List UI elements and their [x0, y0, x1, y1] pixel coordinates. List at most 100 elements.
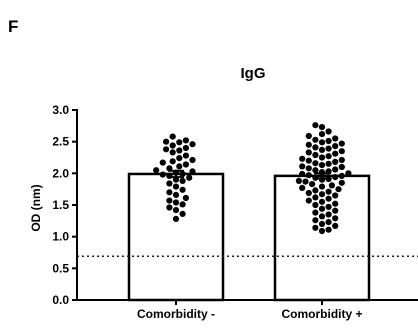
- chart-title: IgG: [241, 65, 266, 82]
- y-tick-label-4: 1.5: [52, 198, 69, 212]
- data-point-1-16: [186, 174, 193, 181]
- data-point-2-56: [318, 154, 326, 161]
- data-point-1-34: [182, 144, 189, 152]
- data-point-2-13: [318, 205, 326, 212]
- data-point-2-73: [318, 131, 326, 138]
- data-point-2-7: [312, 217, 319, 224]
- data-point-1-6: [172, 199, 180, 206]
- data-point-1-28: [189, 156, 196, 164]
- data-point-2-29: [328, 182, 335, 189]
- data-point-2-44: [312, 167, 319, 174]
- data-point-2-46: [305, 165, 312, 172]
- data-point-2-5: [318, 220, 326, 228]
- data-point-2-65: [332, 143, 339, 150]
- data-point-2-41: [345, 170, 352, 177]
- data-point-2-6: [325, 219, 332, 226]
- data-point-2-2: [325, 226, 332, 233]
- data-point-1-25: [182, 161, 189, 168]
- y-tick-label-3: 1.0: [52, 230, 69, 244]
- data-point-2-49: [318, 162, 326, 169]
- data-point-2-10: [325, 211, 332, 218]
- data-point-2-14: [325, 203, 332, 210]
- data-point-2-68: [318, 139, 326, 146]
- plot-area: 0.0 0.5 1.0 1.5 2.0 2.5 3.0 Comorbidity - Comorb…: [52, 103, 418, 321]
- data-point-1-24: [176, 163, 183, 170]
- data-point-1-15: [172, 176, 180, 183]
- data-point-1-21: [189, 168, 196, 175]
- data-point-1-2: [179, 210, 186, 217]
- data-point-2-54: [338, 156, 345, 164]
- data-point-2-71: [332, 135, 339, 142]
- data-point-2-52: [332, 158, 339, 165]
- x-tick-label-2: Comorbidity +: [281, 307, 362, 321]
- data-point-2-75: [318, 124, 326, 131]
- data-point-2-16: [332, 200, 339, 207]
- data-point-1-26: [159, 159, 166, 166]
- data-point-2-38: [338, 172, 345, 179]
- data-point-1-36: [189, 141, 196, 148]
- data-point-1-5: [179, 201, 186, 208]
- data-point-2-61: [338, 148, 345, 155]
- data-point-2-18: [305, 197, 312, 204]
- data-point-1-9: [172, 191, 180, 198]
- data-point-2-26: [335, 186, 342, 193]
- data-point-2-45: [332, 166, 339, 173]
- data-point-1-32: [176, 147, 183, 154]
- data-point-1-31: [169, 149, 176, 156]
- data-point-1-27: [169, 158, 176, 165]
- y-axis-label: OD (nm): [29, 184, 43, 231]
- x-tick-label-1: Comorbidity -: [137, 307, 215, 321]
- data-point-2-76: [312, 122, 319, 129]
- data-point-2-47: [338, 163, 345, 171]
- data-point-2-11: [312, 209, 319, 216]
- data-point-1-3: [172, 207, 180, 214]
- data-point-2-64: [312, 144, 319, 151]
- data-point-2-24: [325, 188, 332, 195]
- data-point-2-32: [302, 178, 309, 185]
- data-point-1-8: [182, 194, 189, 202]
- y-tick-label-6: 2.5: [52, 135, 69, 149]
- data-point-2-17: [318, 198, 326, 205]
- data-point-2-48: [299, 163, 306, 170]
- data-point-2-51: [312, 160, 319, 167]
- data-point-1-19: [179, 170, 186, 178]
- data-point-2-67: [338, 140, 345, 147]
- data-point-2-50: [325, 160, 332, 167]
- data-point-2-37: [332, 174, 339, 181]
- data-point-2-15: [312, 201, 319, 209]
- data-point-2-31: [338, 179, 345, 186]
- data-point-2-55: [299, 155, 306, 162]
- data-point-1-1: [172, 215, 180, 222]
- data-point-1-4: [166, 204, 173, 211]
- data-point-2-72: [305, 132, 312, 140]
- data-point-2-20: [312, 194, 319, 201]
- data-point-2-62: [318, 146, 326, 153]
- data-point-2-60: [305, 149, 312, 156]
- data-point-1-12: [172, 183, 180, 190]
- data-point-1-39: [182, 137, 189, 144]
- data-point-1-33: [163, 146, 170, 153]
- data-point-2-22: [318, 191, 326, 198]
- y-tick-label-5: 2.0: [52, 166, 69, 180]
- data-point-2-27: [299, 184, 306, 191]
- data-point-2-1: [318, 227, 326, 235]
- data-point-2-28: [318, 183, 326, 190]
- data-point-1-18: [159, 171, 166, 178]
- data-point-1-13: [166, 180, 173, 187]
- data-point-2-23: [305, 189, 312, 197]
- data-point-1-11: [179, 186, 186, 193]
- y-tick-label-1: 0.0: [52, 293, 69, 307]
- data-point-1-7: [166, 197, 173, 204]
- data-point-2-12: [332, 207, 339, 214]
- data-point-2-8: [332, 215, 339, 222]
- data-point-2-74: [325, 128, 332, 135]
- data-point-2-25: [312, 187, 319, 194]
- data-point-2-63: [325, 145, 332, 152]
- data-point-2-66: [305, 141, 312, 148]
- data-point-2-9: [318, 213, 326, 220]
- y-tick-label-7: 3.0: [52, 103, 69, 117]
- data-point-1-38: [163, 138, 170, 145]
- data-point-1-30: [182, 152, 189, 159]
- data-point-2-59: [332, 150, 339, 157]
